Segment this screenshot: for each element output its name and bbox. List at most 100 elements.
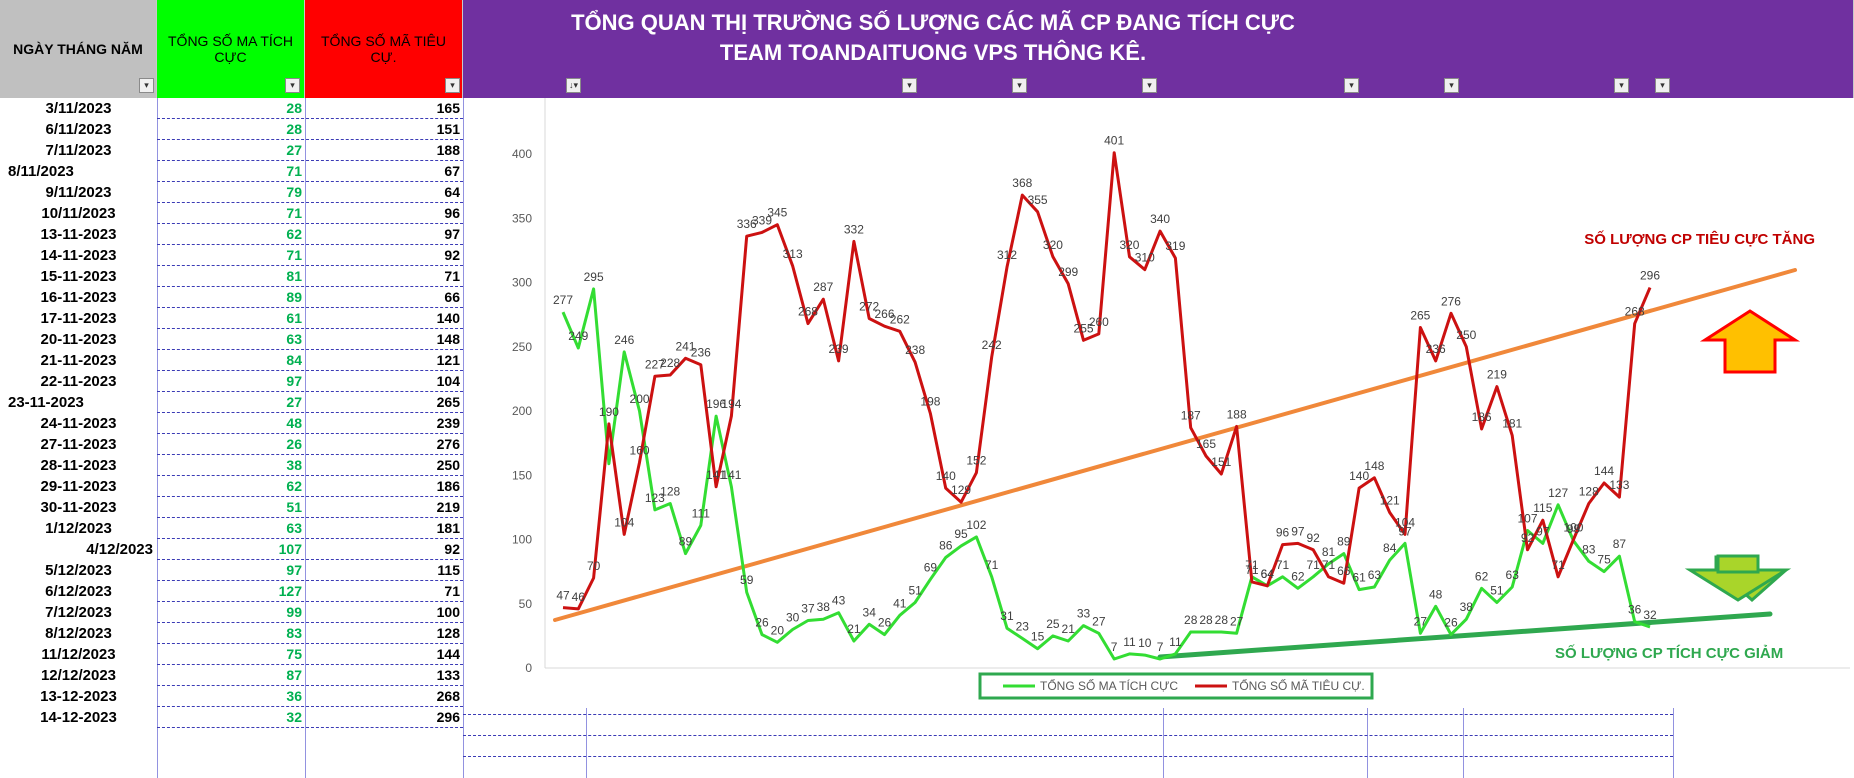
- positive-count-cell[interactable]: 62: [286, 226, 302, 242]
- negative-count-cell[interactable]: 66: [444, 289, 460, 305]
- negative-count-cell[interactable]: 115: [437, 562, 460, 578]
- date-cell[interactable]: 24-11-2023: [40, 415, 117, 432]
- filter-dropdown-7[interactable]: ▾: [1142, 78, 1157, 93]
- positive-count-cell[interactable]: 87: [286, 667, 302, 683]
- date-cell[interactable]: 5/12/2023: [45, 562, 112, 579]
- filter-dropdown-sorted[interactable]: ↓▾: [566, 78, 581, 93]
- date-cell[interactable]: 15-11-2023: [40, 268, 117, 285]
- positive-count-cell[interactable]: 28: [286, 100, 302, 116]
- filter-dropdown-date[interactable]: ▾: [139, 78, 154, 93]
- positive-count-cell[interactable]: 97: [286, 373, 302, 389]
- date-cell[interactable]: 7/12/2023: [45, 604, 112, 621]
- positive-count-cell[interactable]: 51: [286, 499, 302, 515]
- date-cell[interactable]: 29-11-2023: [40, 478, 117, 495]
- negative-count-cell[interactable]: 92: [444, 541, 460, 557]
- negative-count-cell[interactable]: 188: [436, 142, 460, 158]
- filter-dropdown-9[interactable]: ▾: [1444, 78, 1459, 93]
- date-cell[interactable]: 1/12/2023: [45, 520, 112, 537]
- header-negative[interactable]: TỔNG SỐ MÃ TIÊU CỰ.: [305, 0, 463, 98]
- filter-dropdown-5[interactable]: ▾: [902, 78, 917, 93]
- negative-count-cell[interactable]: 67: [444, 163, 460, 179]
- positive-count-cell[interactable]: 99: [286, 604, 302, 620]
- date-cell[interactable]: 9/11/2023: [45, 184, 112, 201]
- negative-count-cell[interactable]: 96: [444, 205, 460, 221]
- negative-count-cell[interactable]: 239: [436, 415, 460, 431]
- positive-count-cell[interactable]: 38: [286, 457, 302, 473]
- filter-dropdown-8[interactable]: ▾: [1344, 78, 1359, 93]
- negative-count-cell[interactable]: 97: [444, 226, 460, 242]
- filter-dropdown-negative[interactable]: ▾: [445, 78, 460, 93]
- header-date[interactable]: NGÀY THÁNG NĂM: [0, 0, 157, 98]
- positive-count-cell[interactable]: 75: [286, 646, 302, 662]
- negative-count-cell[interactable]: 219: [436, 499, 460, 515]
- date-cell[interactable]: 22-11-2023: [40, 373, 117, 390]
- positive-count-cell[interactable]: 61: [286, 310, 302, 326]
- positive-count-cell[interactable]: 71: [286, 247, 302, 263]
- date-cell[interactable]: 6/11/2023: [45, 121, 112, 138]
- date-cell[interactable]: 14-11-2023: [40, 247, 117, 264]
- date-cell[interactable]: 4/12/2023: [86, 541, 153, 558]
- positive-count-cell[interactable]: 32: [286, 709, 302, 725]
- negative-count-cell[interactable]: 148: [436, 331, 460, 347]
- positive-count-cell[interactable]: 63: [286, 520, 302, 536]
- date-cell[interactable]: 27-11-2023: [40, 436, 117, 453]
- positive-count-cell[interactable]: 71: [286, 205, 302, 221]
- negative-count-cell[interactable]: 71: [444, 583, 460, 599]
- positive-count-cell[interactable]: 107: [278, 541, 302, 557]
- negative-count-cell[interactable]: 92: [444, 247, 460, 263]
- date-cell[interactable]: 20-11-2023: [40, 331, 117, 348]
- negative-count-cell[interactable]: 250: [436, 457, 460, 473]
- negative-count-cell[interactable]: 144: [436, 646, 460, 662]
- date-cell[interactable]: 6/12/2023: [45, 583, 112, 600]
- date-cell[interactable]: 11/12/2023: [41, 646, 116, 663]
- date-cell[interactable]: 21-11-2023: [40, 352, 117, 369]
- positive-count-cell[interactable]: 83: [286, 625, 302, 641]
- negative-count-cell[interactable]: 181: [436, 520, 460, 536]
- filter-dropdown-11[interactable]: ▾: [1655, 78, 1670, 93]
- negative-count-cell[interactable]: 165: [436, 100, 460, 116]
- positive-count-cell[interactable]: 81: [286, 268, 302, 284]
- negative-count-cell[interactable]: 64: [444, 184, 460, 200]
- negative-count-cell[interactable]: 151: [436, 121, 460, 137]
- date-cell[interactable]: 30-11-2023: [40, 499, 117, 516]
- negative-count-cell[interactable]: 276: [436, 436, 460, 452]
- filter-dropdown-6[interactable]: ▾: [1012, 78, 1027, 93]
- filter-dropdown-10[interactable]: ▾: [1614, 78, 1629, 93]
- positive-count-cell[interactable]: 71: [286, 163, 302, 179]
- negative-count-cell[interactable]: 140: [436, 310, 460, 326]
- positive-count-cell[interactable]: 27: [286, 142, 302, 158]
- date-cell[interactable]: 8/12/2023: [45, 625, 112, 642]
- date-cell[interactable]: 13-12-2023: [40, 688, 117, 705]
- date-cell[interactable]: 14-12-2023: [40, 709, 117, 726]
- positive-count-cell[interactable]: 27: [286, 394, 302, 410]
- date-cell[interactable]: 16-11-2023: [40, 289, 117, 306]
- positive-count-cell[interactable]: 89: [286, 289, 302, 305]
- positive-count-cell[interactable]: 97: [286, 562, 302, 578]
- negative-count-cell[interactable]: 296: [436, 709, 460, 725]
- positive-count-cell[interactable]: 127: [278, 583, 302, 599]
- positive-count-cell[interactable]: 79: [286, 184, 302, 200]
- positive-count-cell[interactable]: 63: [286, 331, 302, 347]
- date-cell[interactable]: 7/11/2023: [45, 142, 112, 159]
- date-cell[interactable]: 13-11-2023: [40, 226, 117, 243]
- negative-count-cell[interactable]: 121: [436, 352, 460, 368]
- negative-count-cell[interactable]: 104: [436, 373, 460, 389]
- positive-count-cell[interactable]: 28: [286, 121, 302, 137]
- negative-count-cell[interactable]: 71: [444, 268, 460, 284]
- header-positive[interactable]: TỔNG SỐ MA TÍCH CỰC: [157, 0, 305, 98]
- positive-count-cell[interactable]: 48: [286, 415, 302, 431]
- positive-count-cell[interactable]: 84: [286, 352, 302, 368]
- filter-dropdown-positive[interactable]: ▾: [285, 78, 300, 93]
- date-cell[interactable]: 3/11/2023: [45, 100, 112, 117]
- negative-count-cell[interactable]: 133: [436, 667, 460, 683]
- date-cell[interactable]: 12/12/2023: [40, 667, 117, 684]
- positive-count-cell[interactable]: 26: [286, 436, 302, 452]
- date-cell[interactable]: 8/11/2023: [8, 163, 74, 180]
- date-cell[interactable]: 28-11-2023: [40, 457, 117, 474]
- negative-count-cell[interactable]: 128: [436, 625, 460, 641]
- date-cell[interactable]: 17-11-2023: [40, 310, 117, 327]
- negative-count-cell[interactable]: 265: [436, 394, 460, 410]
- date-cell[interactable]: 10/11/2023: [41, 205, 116, 222]
- negative-count-cell[interactable]: 100: [436, 604, 460, 620]
- positive-count-cell[interactable]: 62: [286, 478, 302, 494]
